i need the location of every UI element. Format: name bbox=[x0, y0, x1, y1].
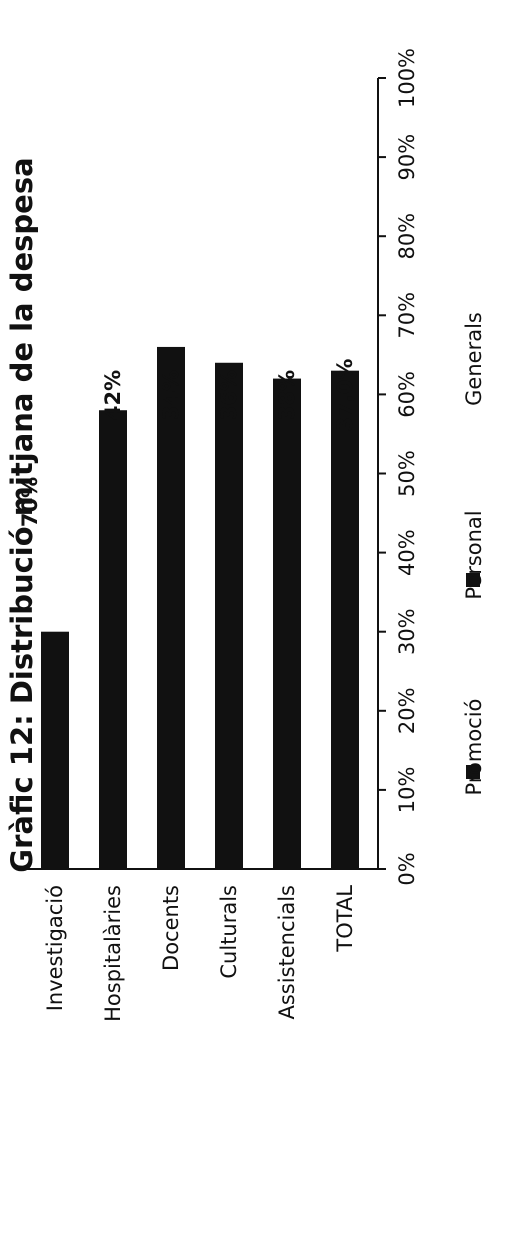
x-tick-label: 40% bbox=[395, 529, 419, 576]
x-tick-label: 30% bbox=[395, 608, 419, 655]
category-label: Docents bbox=[159, 885, 183, 971]
legend-label-generals: Generals bbox=[462, 312, 486, 406]
data-label: 70% bbox=[18, 477, 42, 527]
x-tick-label: 100% bbox=[395, 48, 419, 108]
data-labels: 70% 42% 34% 36% 38% 37,0% bbox=[18, 359, 357, 528]
category-label: Hospitalàries bbox=[101, 885, 125, 1022]
bar-promoció-0 bbox=[41, 631, 69, 869]
data-label: 42% bbox=[101, 370, 125, 420]
x-tick-label: 50% bbox=[395, 450, 419, 497]
bar-promoció-4 bbox=[273, 378, 301, 869]
x-tick-label: 90% bbox=[395, 134, 419, 181]
category-label: Culturals bbox=[217, 885, 241, 979]
data-label: 34% bbox=[159, 370, 183, 420]
x-tick-label: 60% bbox=[395, 371, 419, 418]
bar-promoció-3 bbox=[215, 362, 243, 869]
bar-promoció-1 bbox=[99, 410, 127, 869]
legend-swatch-promoció bbox=[466, 765, 480, 779]
x-tick-label: 20% bbox=[395, 687, 419, 734]
chart-title: Gràfic 12: Distribució mitjana de la des… bbox=[5, 157, 39, 872]
legend: Promoció Personal Generals bbox=[462, 312, 486, 795]
category-labels: Investigació Hospitalàries Docents Cultural… bbox=[43, 885, 357, 1022]
x-tick-label: 10% bbox=[395, 767, 419, 814]
x-tick-label: 70% bbox=[395, 292, 419, 339]
bars-group bbox=[41, 346, 359, 869]
category-label: Assistencials bbox=[275, 885, 299, 1020]
legend-label-promoció: Promoció bbox=[462, 699, 486, 796]
bar-promoció-2 bbox=[157, 346, 185, 869]
x-axis: 0% 10% 20% 30% 40% 50% 60% 70% 80% 90% 100% bbox=[22, 48, 419, 886]
bar-promoció-5 bbox=[331, 370, 359, 869]
data-label: 37,0% bbox=[333, 359, 357, 432]
data-label: 36% bbox=[217, 370, 241, 420]
legend-swatch-personal bbox=[466, 573, 480, 587]
x-tick-label: 0% bbox=[395, 852, 419, 885]
category-label: Investigació bbox=[43, 885, 67, 1011]
legend-label-personal: Personal bbox=[462, 510, 486, 599]
x-tick-label: 80% bbox=[395, 213, 419, 260]
category-label: TOTAL bbox=[333, 885, 357, 953]
data-label: 38% bbox=[275, 370, 299, 420]
